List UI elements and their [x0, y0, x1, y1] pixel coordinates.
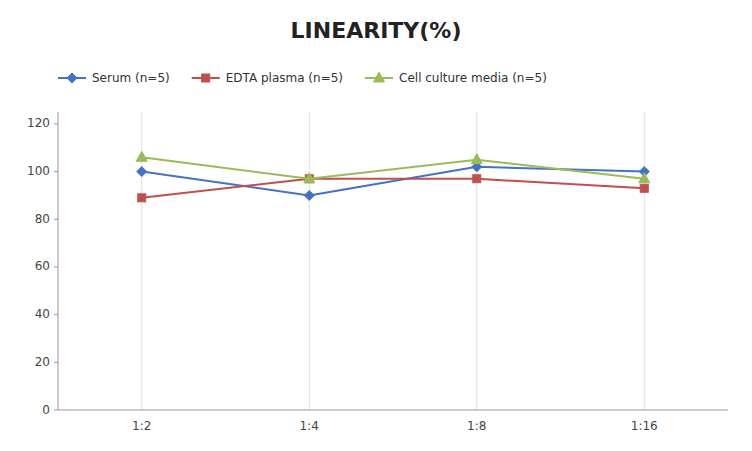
- series: [137, 162, 650, 201]
- marker: [473, 175, 481, 183]
- legend-marker: [374, 72, 385, 82]
- legend-item: Cell culture media (n=5): [365, 71, 547, 85]
- grid-line: [644, 112, 645, 410]
- y-tick: [54, 266, 58, 267]
- chart-svg: LINEARITY(%) 0 20 40 60 80 100 120 1:2 1:4 1:8 1:16…: [0, 0, 752, 451]
- legend-item: Serum (n=5): [58, 71, 170, 85]
- marker: [136, 151, 147, 161]
- marker: [304, 190, 314, 200]
- legend-label: Cell culture media (n=5): [399, 71, 547, 85]
- x-tick-label: 1:8: [467, 419, 486, 433]
- y-tick: [54, 171, 58, 172]
- y-tick-label: 40: [35, 307, 50, 321]
- grid: [142, 112, 645, 410]
- series-line: [142, 179, 645, 198]
- y-tick-label: 0: [42, 403, 50, 417]
- marker: [304, 173, 315, 183]
- x-tick-label: 1:2: [132, 419, 151, 433]
- marker: [640, 184, 648, 192]
- legend-item: EDTA plasma (n=5): [192, 71, 343, 85]
- legend-label: EDTA plasma (n=5): [226, 71, 343, 85]
- y-tick-label: 120: [27, 116, 50, 130]
- series-line: [142, 157, 645, 178]
- plot-area: [136, 151, 650, 202]
- legend-marker: [202, 74, 210, 82]
- series: [138, 175, 649, 202]
- y-tick: [54, 410, 58, 411]
- y-tick-label: 100: [27, 164, 50, 178]
- y-axis-line: [58, 112, 59, 410]
- grid-line: [309, 112, 310, 410]
- axes: 0 20 40 60 80 100 120 1:2 1:4 1:8 1:16: [27, 112, 728, 433]
- marker: [639, 173, 650, 183]
- legend-marker: [67, 73, 77, 83]
- marker: [137, 167, 147, 177]
- y-tick-label: 60: [35, 259, 50, 273]
- x-tick-label: 1:4: [300, 419, 319, 433]
- x-axis-line: [58, 410, 728, 411]
- y-tick: [54, 362, 58, 363]
- series: [136, 151, 650, 182]
- y-tick-label: 80: [35, 212, 50, 226]
- y-tick: [54, 123, 58, 124]
- legend-label: Serum (n=5): [92, 71, 170, 85]
- marker: [471, 154, 482, 164]
- y-tick: [54, 314, 58, 315]
- legend: Serum (n=5) EDTA plasma (n=5) Cell culture…: [58, 71, 547, 85]
- x-tick-label: 1:16: [631, 419, 658, 433]
- y-tick: [54, 219, 58, 220]
- title: LINEARITY(%): [291, 18, 462, 43]
- y-tick-label: 20: [35, 355, 50, 369]
- marker: [138, 194, 146, 202]
- chart-container: LINEARITY(%) 0 20 40 60 80 100 120 1:2 1:4 1:8 1:16…: [0, 0, 752, 451]
